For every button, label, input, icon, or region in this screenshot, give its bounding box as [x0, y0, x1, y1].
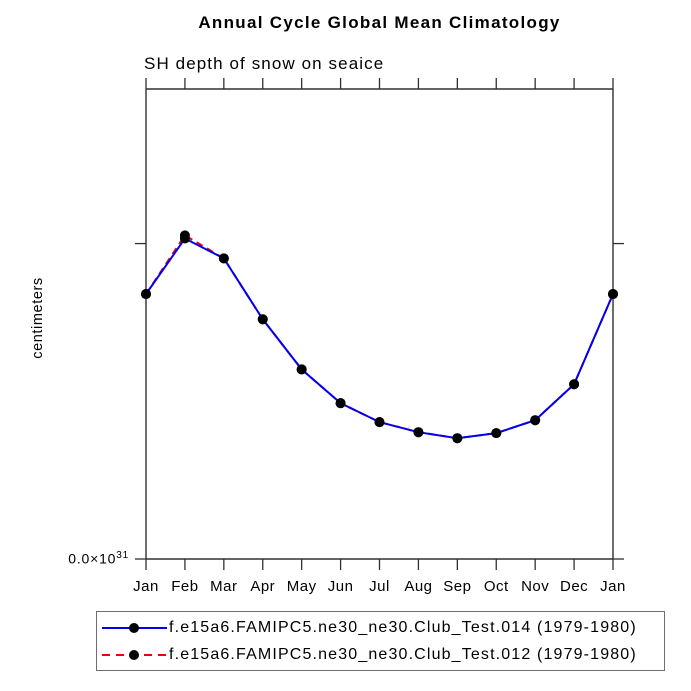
y-tick-exponent: 31: [116, 550, 129, 561]
data-point-marker: [141, 289, 151, 300]
y-tick-mantissa: 0.0×10: [68, 550, 117, 567]
legend-entry-test012: f.e15a6.FAMIPC5.ne30_ne30.Club_Test.012 …: [101, 641, 664, 668]
y-axis-tick-label: 0.0×1031: [68, 550, 129, 567]
chart-subtitle: SH depth of snow on seaice: [144, 54, 385, 73]
legend-sample-solid-line: [102, 622, 167, 633]
x-tick-label: Jan: [600, 578, 626, 595]
data-point-marker: [335, 398, 346, 409]
x-tick-label: Jun: [328, 578, 354, 595]
x-tick-label: Sep: [443, 578, 471, 595]
data-point-marker: [179, 233, 190, 244]
data-point-marker: [257, 314, 268, 325]
series-line-1: [145, 234, 614, 440]
data-point-marker: [452, 433, 463, 444]
x-tick-label: Feb: [171, 578, 198, 595]
series-line-0: [145, 237, 614, 440]
x-tick-label: Oct: [484, 578, 509, 595]
chart-title: Annual Cycle Global Mean Climatology: [198, 13, 561, 32]
x-tick-label: May: [287, 578, 317, 595]
data-point-marker: [413, 427, 424, 438]
data-point-marker: [218, 253, 229, 264]
x-tick-label: Jul: [369, 578, 390, 595]
data-point-marker: [608, 289, 618, 300]
data-point-marker: [530, 415, 541, 426]
legend-box: f.e15a6.FAMIPC5.ne30_ne30.Club_Test.014 …: [96, 611, 665, 671]
data-point-marker: [491, 428, 502, 439]
legend-label: f.e15a6.FAMIPC5.ne30_ne30.Club_Test.014 …: [169, 618, 637, 636]
legend-sample-dashed-line: [102, 649, 167, 660]
x-tick-label: Apr: [250, 578, 275, 595]
x-tick-label: Aug: [404, 578, 432, 595]
x-tick-label: Dec: [560, 578, 588, 595]
legend-label: f.e15a6.FAMIPC5.ne30_ne30.Club_Test.012 …: [169, 645, 637, 663]
x-tick-label: Jan: [133, 578, 159, 595]
data-point-marker: [569, 379, 580, 390]
x-tick-label: Mar: [210, 578, 237, 595]
data-point-marker: [374, 417, 385, 428]
x-tick-label: Nov: [521, 578, 549, 595]
data-point-marker: [296, 364, 307, 375]
legend-entry-test014: f.e15a6.FAMIPC5.ne30_ne30.Club_Test.014 …: [101, 614, 664, 641]
